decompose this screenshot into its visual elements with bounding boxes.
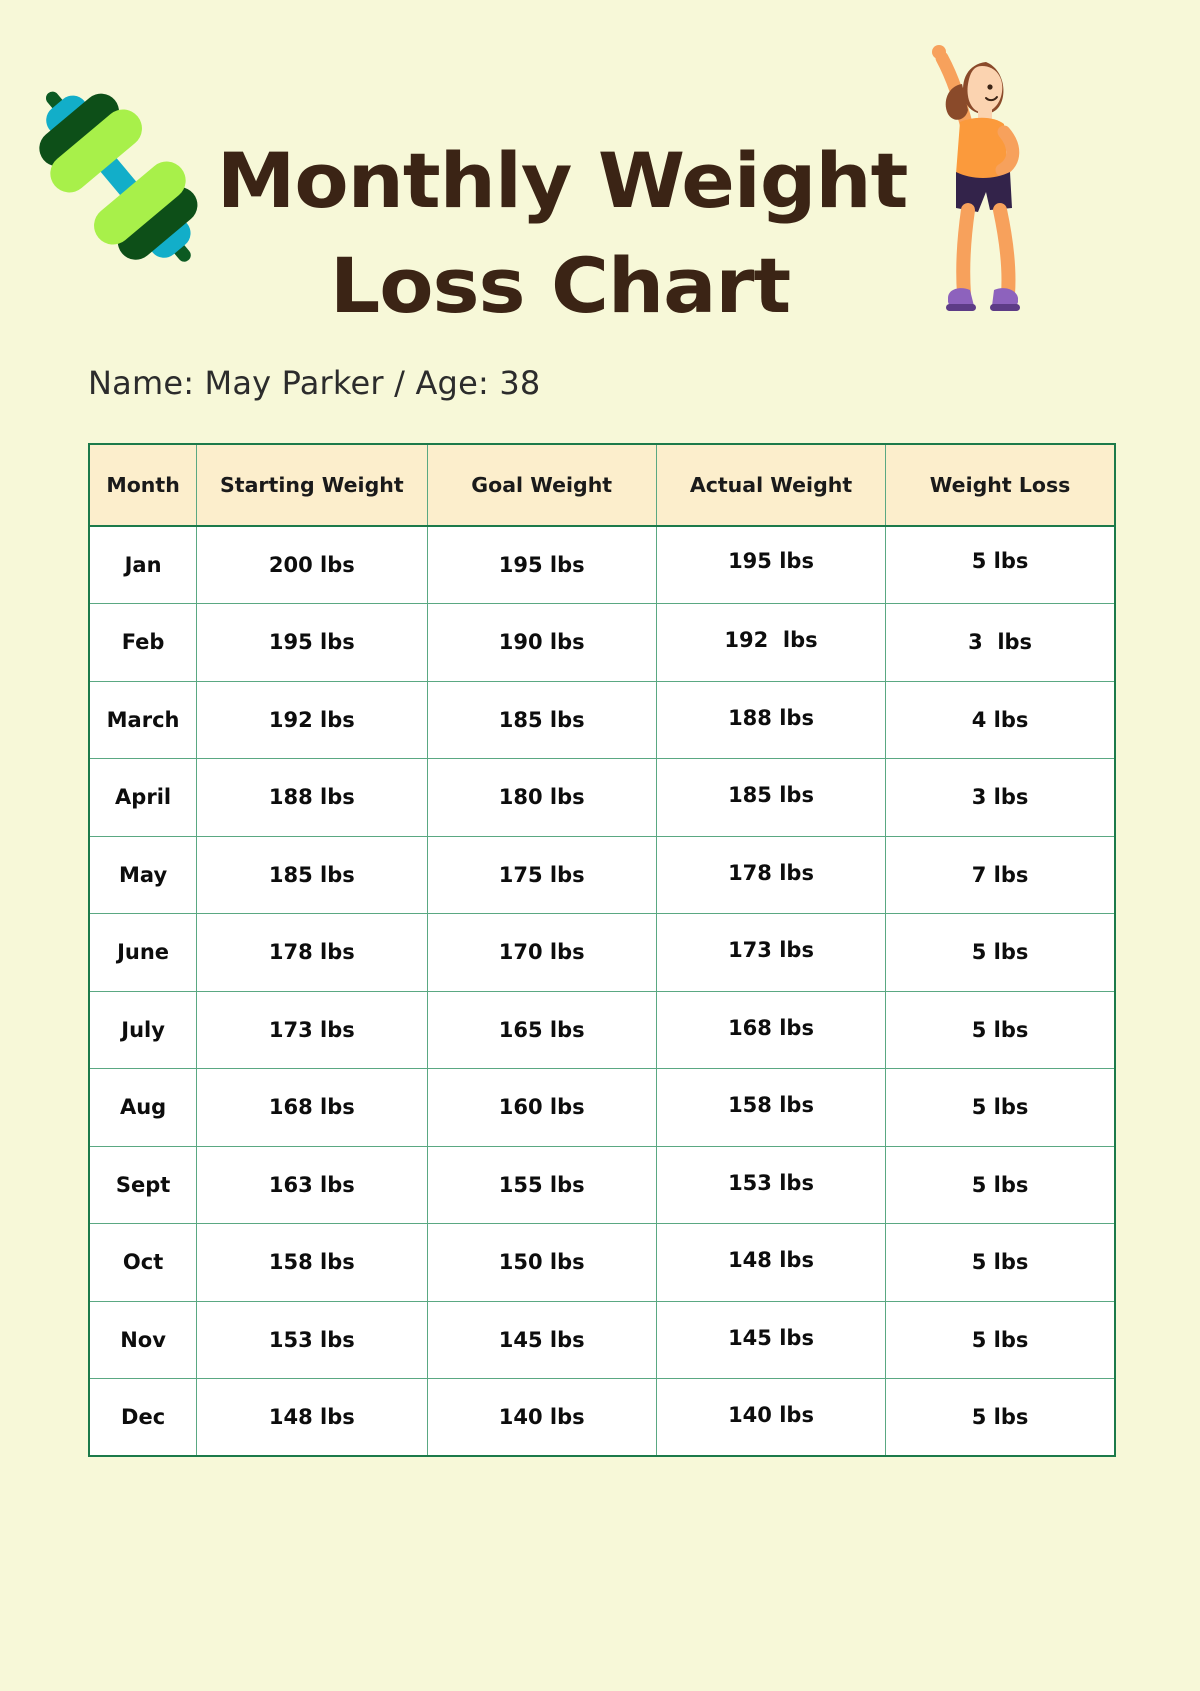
table-cell-starting-weight: 200 lbs [196,526,428,604]
table-cell-actual-weight: 185 lbs [656,758,887,837]
table-header-row: Month Starting Weight Goal Weight Actual… [89,444,1115,527]
table-cell-goal-weight: 195 lbs [427,526,657,604]
page-title-line-2: Loss Chart [329,240,791,330]
table-cell-weight-loss: 5 lbs [885,526,1115,604]
page-title-line-1: Monthly Weight [216,135,909,225]
table-cell-weight-loss: 5 lbs [885,913,1115,992]
table-row: Aug 168 lbs 160 lbs 158 lbs 5 lbs [89,1068,1115,1147]
table-cell-actual-weight: 188 lbs [656,681,887,759]
table-row: April 188 lbs 180 lbs 185 lbs 3 lbs [89,758,1115,837]
table-body: Jan 200 lbs 195 lbs 195 lbs 5 lbs Feb 195 lbs 1… [89,526,1115,1456]
column-header-actual-weight: Actual Weight [656,444,887,527]
table-cell-goal-weight: 150 lbs [427,1223,657,1302]
table-cell-month: Jan [89,526,198,604]
table-cell-goal-weight: 160 lbs [427,1068,657,1147]
table-cell-weight-loss: 5 lbs [885,1068,1115,1147]
table-cell-actual-weight: 140 lbs [656,1378,887,1456]
table-row: July 173 lbs 165 lbs 168 lbs 5 lbs [89,991,1115,1069]
table-cell-goal-weight: 185 lbs [427,681,657,759]
table-row: May 185 lbs 175 lbs 178 lbs 7 lbs [89,836,1115,914]
column-header-starting-weight: Starting Weight [196,444,428,527]
table-cell-weight-loss: 4 lbs [885,681,1115,759]
table-cell-month: Nov [89,1301,198,1379]
table-cell-month: Aug [89,1068,198,1147]
table-row: Oct 158 lbs 150 lbs 148 lbs 5 lbs [89,1223,1115,1302]
dumbbell-icon [38,62,198,292]
table-row: June 178 lbs 170 lbs 173 lbs 5 lbs [89,913,1115,992]
table-cell-weight-loss: 5 lbs [885,1223,1115,1302]
table-cell-actual-weight: 168 lbs [656,991,887,1069]
page-header: Monthly Weight Loss Chart [0,0,1200,340]
table-row: Jan 200 lbs 195 lbs 195 lbs 5 lbs [89,526,1115,604]
table-cell-starting-weight: 173 lbs [196,991,428,1069]
table-cell-starting-weight: 158 lbs [196,1223,428,1302]
weight-loss-table: Month Starting Weight Goal Weight Actual… [88,443,1116,1457]
table-cell-weight-loss: 5 lbs [885,991,1115,1069]
column-header-goal-weight: Goal Weight [427,444,657,527]
table-cell-goal-weight: 190 lbs [427,603,657,682]
table-cell-goal-weight: 155 lbs [427,1146,657,1224]
table-cell-starting-weight: 168 lbs [196,1068,428,1147]
table-cell-goal-weight: 145 lbs [427,1301,657,1379]
table-row: March 192 lbs 185 lbs 188 lbs 4 lbs [89,681,1115,759]
table-cell-month: March [89,681,198,759]
table-row: Feb 195 lbs 190 lbs 192 lbs 3 lbs [89,603,1115,682]
table-cell-month: Oct [89,1223,198,1302]
table-cell-starting-weight: 153 lbs [196,1301,428,1379]
table-row: Nov 153 lbs 145 lbs 145 lbs 5 lbs [89,1301,1115,1379]
table-cell-goal-weight: 170 lbs [427,913,657,992]
table-cell-actual-weight: 178 lbs [656,836,887,914]
table-cell-weight-loss: 5 lbs [885,1378,1115,1456]
table-cell-weight-loss: 7 lbs [885,836,1115,914]
table-cell-month: April [89,758,198,837]
column-header-month: Month [89,444,198,527]
table-cell-weight-loss: 5 lbs [885,1146,1115,1224]
table-cell-month: May [89,836,198,914]
table-cell-month: Sept [89,1146,198,1224]
table-cell-goal-weight: 165 lbs [427,991,657,1069]
table-cell-goal-weight: 180 lbs [427,758,657,837]
table-cell-actual-weight: 153 lbs [656,1146,887,1224]
page-title: Monthly Weight Loss Chart [216,129,909,339]
table-cell-starting-weight: 188 lbs [196,758,428,837]
table-cell-month: Feb [89,603,198,682]
weight-loss-table-container: Month Starting Weight Goal Weight Actual… [88,443,1116,1457]
table-row: Sept 163 lbs 155 lbs 153 lbs 5 lbs [89,1146,1115,1224]
table-header: Month Starting Weight Goal Weight Actual… [89,444,1115,527]
table-cell-starting-weight: 163 lbs [196,1146,428,1224]
table-cell-starting-weight: 178 lbs [196,913,428,992]
table-cell-actual-weight: 195 lbs [656,526,887,604]
table-cell-starting-weight: 185 lbs [196,836,428,914]
table-row: Dec 148 lbs 140 lbs 140 lbs 5 lbs [89,1378,1115,1456]
table-cell-goal-weight: 175 lbs [427,836,657,914]
table-cell-goal-weight: 140 lbs [427,1378,657,1456]
table-cell-weight-loss: 3 lbs [885,603,1115,682]
table-cell-month: June [89,913,198,992]
table-cell-actual-weight: 145 lbs [656,1301,887,1379]
column-header-weight-loss: Weight Loss [885,444,1115,527]
table-cell-starting-weight: 192 lbs [196,681,428,759]
table-cell-actual-weight: 173 lbs [656,913,887,992]
table-cell-starting-weight: 195 lbs [196,603,428,682]
table-cell-actual-weight: 148 lbs [656,1223,887,1302]
table-cell-weight-loss: 3 lbs [885,758,1115,837]
table-cell-starting-weight: 148 lbs [196,1378,428,1456]
patient-info-line: Name: May Parker / Age: 38 [88,364,541,402]
stretching-woman-illustration [890,22,1040,332]
table-cell-weight-loss: 5 lbs [885,1301,1115,1379]
table-cell-month: July [89,991,198,1069]
table-cell-actual-weight: 192 lbs [656,603,887,682]
table-cell-month: Dec [89,1378,198,1456]
table-cell-actual-weight: 158 lbs [656,1068,887,1147]
